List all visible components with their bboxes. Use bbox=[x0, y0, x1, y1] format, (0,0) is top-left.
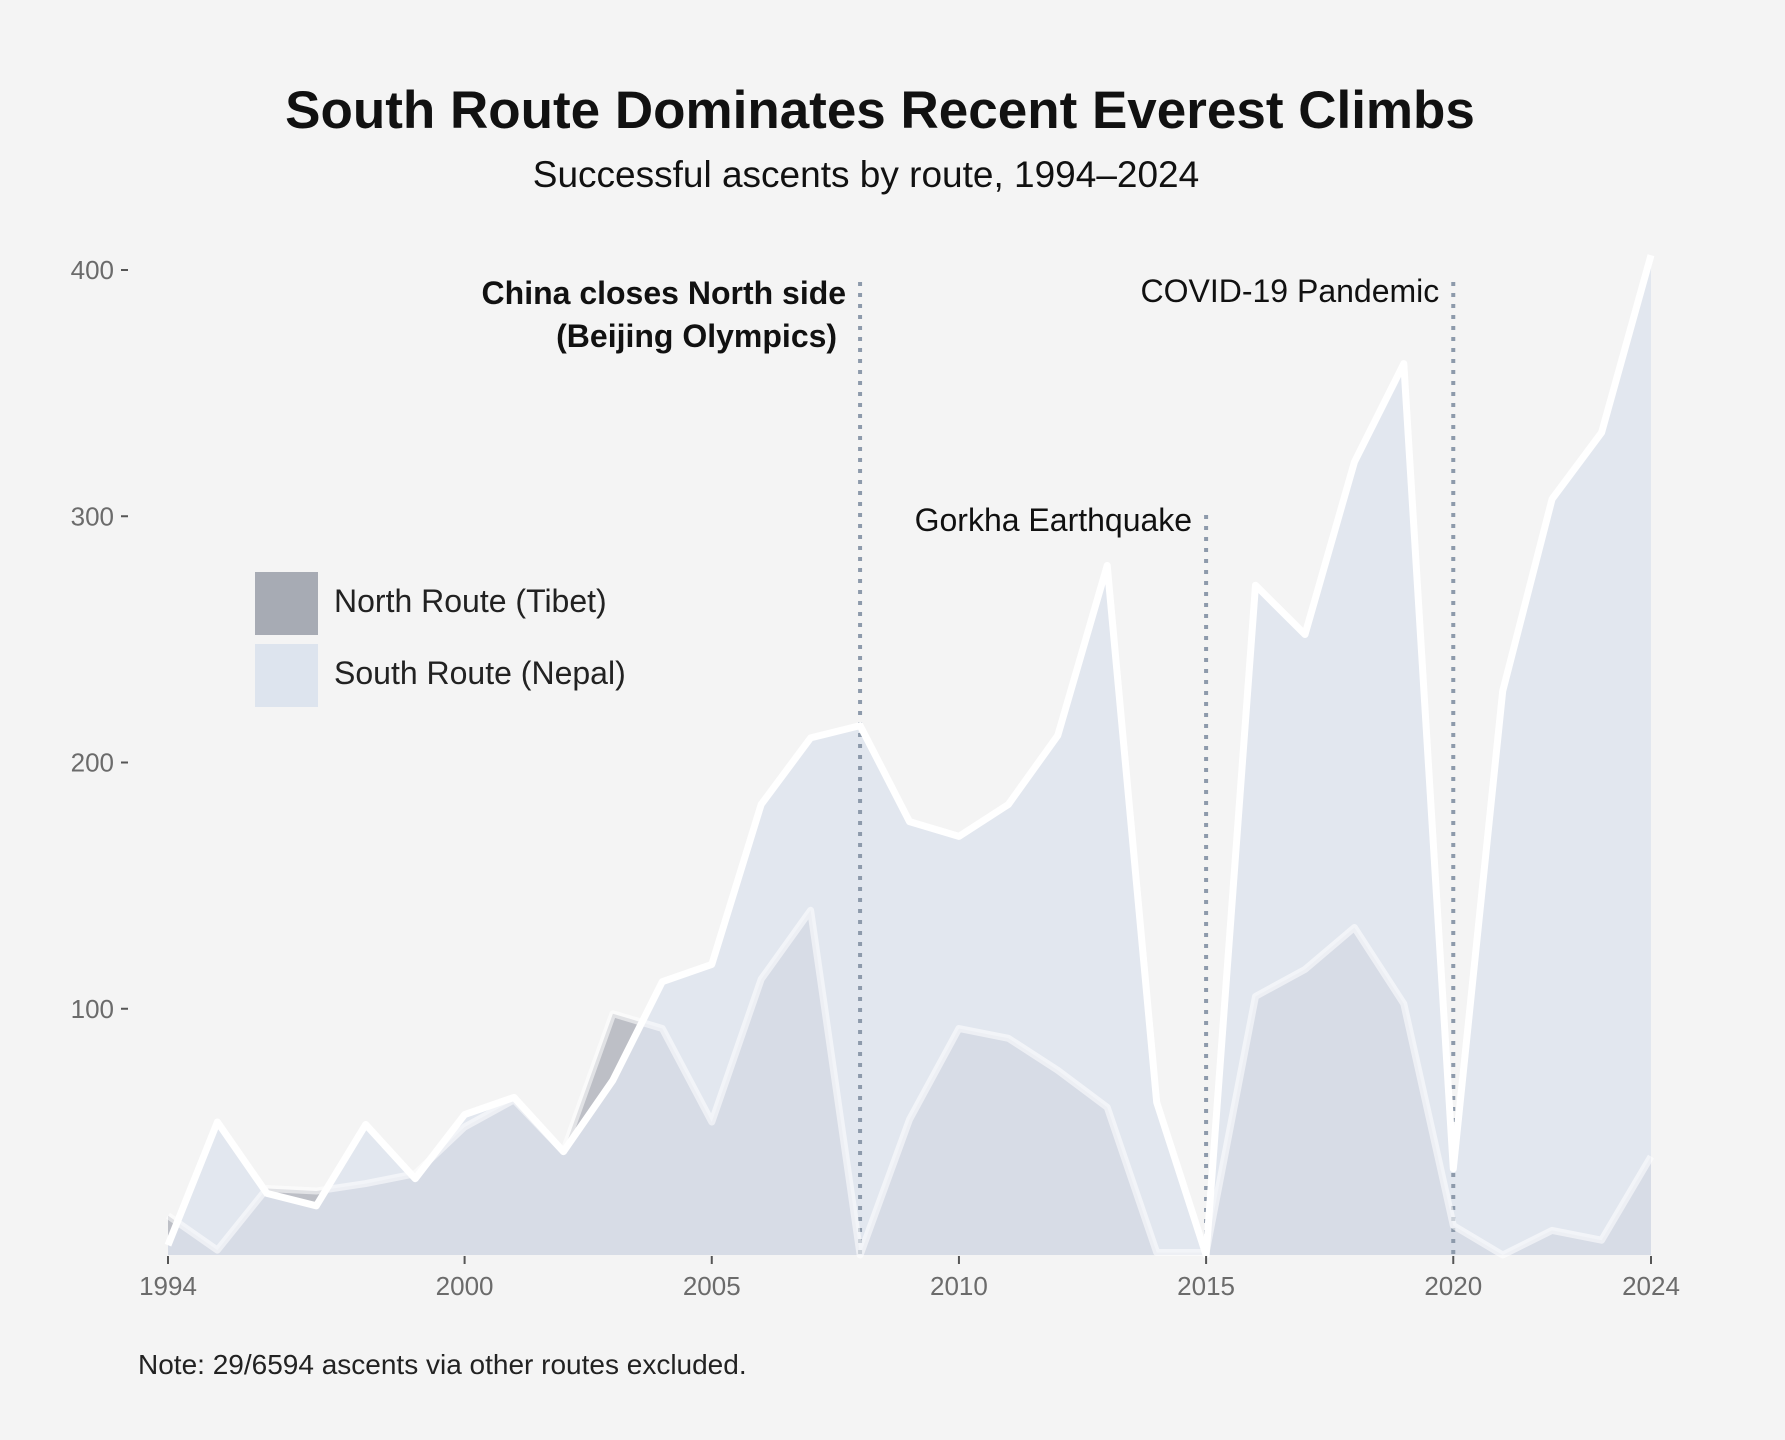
x-tick-label: 1994 bbox=[139, 1271, 197, 1301]
x-tick-label: 2015 bbox=[1177, 1271, 1235, 1301]
point-north-2006 bbox=[761, 979, 762, 980]
point-south-2022 bbox=[1552, 499, 1553, 500]
point-south-2001 bbox=[514, 1097, 515, 1098]
point-south-1994 bbox=[168, 1245, 169, 1246]
legend-swatch-north bbox=[255, 572, 318, 635]
point-north-2013 bbox=[1107, 1107, 1108, 1108]
point-north-1995 bbox=[217, 1250, 218, 1251]
point-north-2022 bbox=[1552, 1230, 1553, 1231]
legend-label-north: North Route (Tibet) bbox=[334, 583, 607, 619]
x-tick-label: 2020 bbox=[1424, 1271, 1482, 1301]
series-lines bbox=[164, 254, 1655, 1259]
point-south-2020 bbox=[1453, 1168, 1454, 1169]
point-south-2002 bbox=[563, 1151, 564, 1152]
point-north-2007 bbox=[810, 910, 811, 911]
x-tick-label: 2010 bbox=[930, 1271, 988, 1301]
point-north-2016 bbox=[1255, 996, 1256, 997]
point-south-1995 bbox=[217, 1122, 218, 1123]
x-tick-label: 2024 bbox=[1622, 1271, 1680, 1301]
point-north-2009 bbox=[909, 1119, 910, 1120]
annotation-2008-line-2: (Beijing Olympics) bbox=[556, 318, 837, 354]
point-south-2003 bbox=[612, 1080, 613, 1081]
point-north-2011 bbox=[1008, 1038, 1009, 1039]
point-south-2008 bbox=[860, 725, 861, 726]
y-tick-label: 100 bbox=[71, 994, 114, 1024]
area-south-route bbox=[168, 255, 1651, 1255]
legend-swatch-south bbox=[255, 644, 318, 707]
point-south-2011 bbox=[1008, 804, 1009, 805]
x-axis: 1994 2000 2005 2010 2015 2020 2024 bbox=[139, 1256, 1680, 1301]
point-north-2005 bbox=[711, 1122, 712, 1123]
point-south-2013 bbox=[1107, 565, 1108, 566]
point-south-2000 bbox=[464, 1114, 465, 1115]
event-annotations: China closes North side (Beijing Olympics… bbox=[482, 273, 1440, 538]
point-north-2019 bbox=[1403, 1003, 1404, 1004]
chart-title: South Route Dominates Recent Everest Cli… bbox=[285, 81, 1475, 140]
chart-subtitle: Successful ascents by route, 1994–2024 bbox=[533, 154, 1199, 195]
point-south-2016 bbox=[1255, 585, 1256, 586]
point-south-2021 bbox=[1502, 691, 1503, 692]
point-south-2014 bbox=[1156, 1102, 1157, 1103]
annotation-2015-line-1: Gorkha Earthquake bbox=[915, 502, 1193, 538]
y-tick-label: 300 bbox=[71, 501, 114, 531]
annotation-2020-line-1: COVID-19 Pandemic bbox=[1140, 273, 1439, 309]
point-south-1996 bbox=[266, 1193, 267, 1194]
event-lines bbox=[858, 282, 1456, 1255]
point-north-2010 bbox=[958, 1028, 959, 1029]
point-north-2021 bbox=[1502, 1255, 1503, 1256]
point-south-2010 bbox=[958, 836, 959, 837]
point-south-2018 bbox=[1354, 462, 1355, 463]
point-north-2004 bbox=[662, 1028, 663, 1029]
point-south-2015 bbox=[1206, 1255, 1207, 1256]
x-tick-label: 2000 bbox=[436, 1271, 494, 1301]
point-north-2014 bbox=[1156, 1252, 1157, 1253]
plot-areas bbox=[168, 255, 1651, 1255]
point-south-1998 bbox=[365, 1124, 366, 1125]
point-north-1997 bbox=[316, 1190, 317, 1191]
point-south-2009 bbox=[909, 821, 910, 822]
point-north-2024 bbox=[1651, 1156, 1652, 1157]
line-south-route bbox=[164, 254, 1655, 1259]
y-tick-label: 400 bbox=[71, 255, 114, 285]
point-south-2004 bbox=[662, 981, 663, 982]
point-north-2000 bbox=[464, 1126, 465, 1127]
point-north-2023 bbox=[1601, 1240, 1602, 1241]
point-south-2006 bbox=[761, 804, 762, 805]
y-tick-label: 200 bbox=[71, 748, 114, 778]
y-axis: 100 200 300 400 bbox=[71, 255, 128, 1024]
point-south-1997 bbox=[316, 1205, 317, 1206]
point-north-1998 bbox=[365, 1183, 366, 1184]
point-south-2023 bbox=[1601, 432, 1602, 433]
annotation-2008-line-1: China closes North side bbox=[482, 275, 847, 311]
point-south-2012 bbox=[1057, 735, 1058, 736]
point-north-2008 bbox=[860, 1255, 861, 1256]
footnote: Note: 29/6594 ascents via other routes e… bbox=[138, 1349, 747, 1380]
point-south-2024 bbox=[1651, 255, 1652, 256]
x-tick-label: 2005 bbox=[683, 1271, 741, 1301]
point-south-1999 bbox=[415, 1178, 416, 1179]
point-north-2012 bbox=[1057, 1070, 1058, 1071]
point-north-2018 bbox=[1354, 927, 1355, 928]
point-north-2003 bbox=[612, 1013, 613, 1014]
legend-label-south: South Route (Nepal) bbox=[334, 655, 626, 691]
legend: North Route (Tibet) South Route (Nepal) bbox=[255, 572, 626, 707]
point-north-1994 bbox=[168, 1215, 169, 1216]
point-south-2017 bbox=[1304, 634, 1305, 635]
point-north-2017 bbox=[1304, 969, 1305, 970]
point-south-2007 bbox=[810, 737, 811, 738]
point-south-2005 bbox=[711, 964, 712, 965]
point-north-2020 bbox=[1453, 1225, 1454, 1226]
point-south-2019 bbox=[1403, 363, 1404, 364]
